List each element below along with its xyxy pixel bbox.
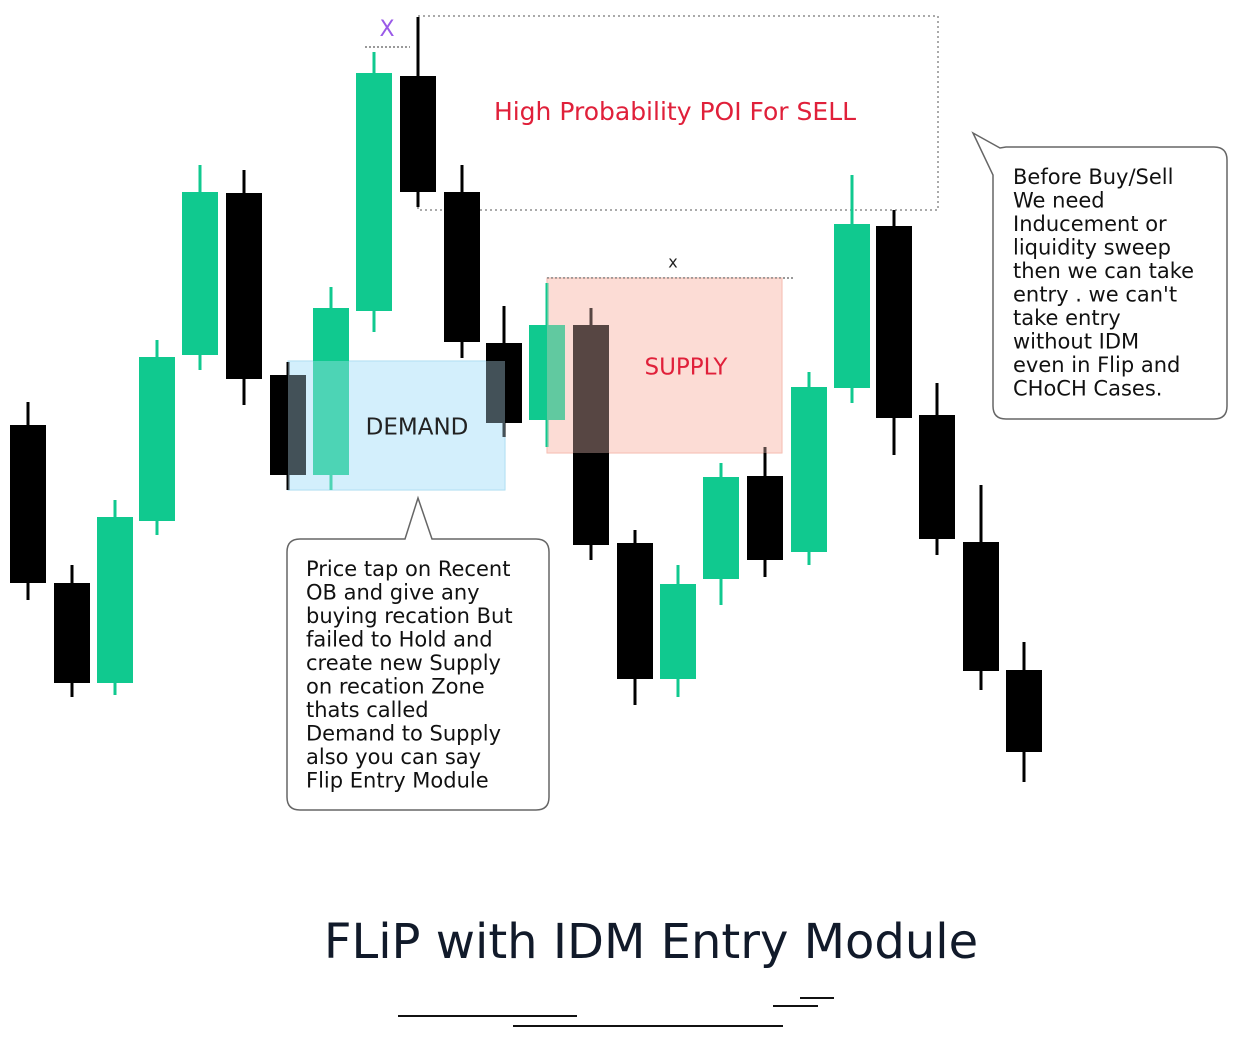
supply-marker: x — [668, 253, 677, 272]
footer-title: FLiP with IDM Entry Module — [324, 914, 978, 970]
candle-body — [270, 375, 306, 475]
candle-body — [791, 387, 827, 552]
demand-label: DEMAND — [366, 415, 469, 441]
callout-line: Demand to Supply — [306, 722, 501, 746]
candle-body — [139, 357, 175, 521]
candle-body — [747, 476, 783, 560]
callout-line: create new Supply — [306, 651, 501, 675]
candle-body — [97, 517, 133, 683]
callout-line: entry . we can't — [1013, 283, 1177, 307]
callout-line: also you can say — [306, 745, 481, 769]
right-bubble — [971, 131, 1228, 420]
candle-body — [703, 477, 739, 579]
callout-line: Inducement or — [1013, 212, 1167, 236]
candle-body — [486, 343, 522, 423]
candle-body — [876, 226, 912, 418]
candle-body — [834, 224, 870, 388]
callout-line: without IDM — [1013, 330, 1139, 354]
callout-line: even in Flip and — [1013, 353, 1180, 377]
callout-line: then we can take — [1013, 259, 1194, 283]
demand-overlay — [288, 361, 505, 490]
candle-body — [660, 584, 696, 679]
supply-label: SUPPLY — [645, 355, 729, 381]
callout-line: Price tap on Recent — [306, 557, 510, 581]
callout-line: failed to Hold and — [306, 628, 493, 652]
candle-body — [444, 192, 480, 342]
callout-line: buying recation But — [306, 604, 513, 628]
candle-body — [400, 76, 436, 192]
candle-body — [963, 542, 999, 671]
callout-line: on recation Zone — [306, 675, 485, 699]
candle-body — [10, 425, 46, 583]
candle-body — [226, 193, 262, 379]
supply-overlay — [547, 278, 782, 453]
candle-body — [529, 325, 565, 420]
callout-line: OB and give any — [306, 581, 480, 605]
candle-body — [617, 543, 653, 679]
callout-line: We need — [1013, 189, 1105, 213]
callout-line: Flip Entry Module — [306, 769, 489, 793]
callout-line: Before Buy/Sell — [1013, 165, 1173, 189]
candle-body — [573, 325, 609, 545]
candle-body — [182, 192, 218, 355]
poi-label: High Probability POI For SELL — [494, 97, 856, 126]
candle-body — [919, 415, 955, 539]
bottom-bubble — [286, 495, 550, 811]
candle-body — [313, 308, 349, 475]
high-marker: X — [379, 17, 394, 42]
candle-body — [1006, 670, 1042, 752]
candles — [10, 17, 1042, 782]
callout-line: thats called — [306, 698, 429, 722]
candle-body — [54, 583, 90, 683]
callout-line: CHoCH Cases. — [1013, 377, 1162, 401]
callout-line: liquidity sweep — [1013, 236, 1171, 260]
candle-body — [356, 73, 392, 311]
callout-line: take entry — [1013, 306, 1121, 330]
